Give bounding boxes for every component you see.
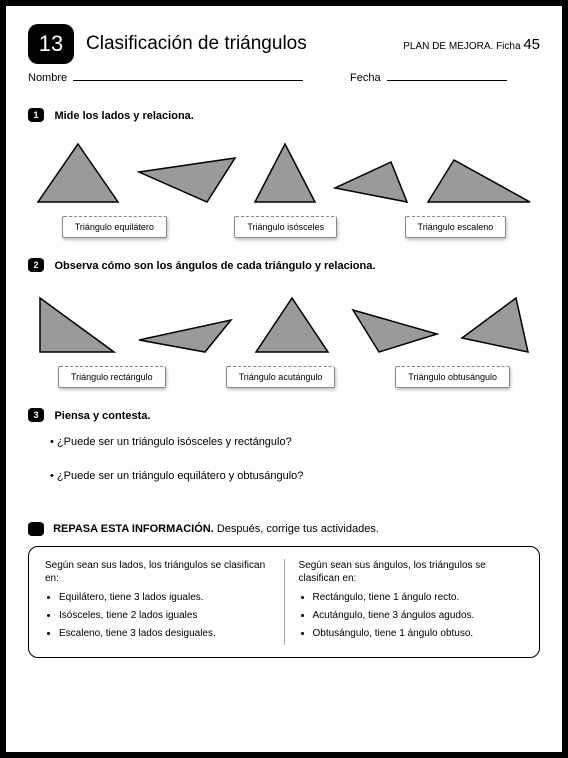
date-label: Fecha [350, 72, 381, 84]
triangle-icon [331, 158, 411, 206]
triangle-icon [424, 156, 534, 206]
question-2: 2 Observa cómo son los ángulos de cada t… [28, 256, 540, 388]
review-title: REPASA ESTA INFORMACIÓN. [53, 523, 214, 535]
info-left-intro: Según sean sus lados, los triángulos se … [45, 559, 270, 585]
triangle-icon [36, 294, 118, 356]
q3-header: 3 Piensa y contesta. [28, 406, 540, 424]
q3-sub2: • ¿Puede ser un triángulo equilátero y o… [50, 470, 540, 482]
question-3: 3 Piensa y contesta. • ¿Puede ser un tri… [28, 406, 540, 482]
info-right-list: Rectángulo, tiene 1 ángulo recto. Acutáng… [299, 591, 524, 640]
info-right: Según sean sus ángulos, los triángulos s… [285, 559, 524, 645]
triangle-icon [34, 140, 122, 206]
q2-badge: 2 [28, 258, 44, 272]
info-item: Obtusángulo, tiene 1 ángulo obtuso. [313, 627, 524, 640]
triangle-type-label: Triángulo rectángulo [58, 366, 166, 388]
worksheet-page: 13 Clasificación de triángulos PLAN DE M… [0, 0, 568, 758]
triangle-icon [135, 154, 239, 206]
plan-number: 45 [523, 36, 540, 53]
review-badge-icon [28, 522, 44, 536]
review-header: REPASA ESTA INFORMACIÓN. Después, corrig… [28, 522, 540, 536]
triangle-type-label: Triángulo equilátero [62, 216, 167, 238]
date-field: Fecha [350, 72, 540, 84]
info-item: Equilátero, tiene 3 lados iguales. [59, 591, 270, 604]
triangle-icon [135, 316, 235, 356]
triangle-type-label: Triángulo acutángulo [226, 366, 336, 388]
q1-triangles [28, 138, 540, 206]
info-item: Isósceles, tiene 2 lados iguales [59, 609, 270, 622]
page-title: Clasificación de triángulos [86, 33, 403, 55]
triangle-type-label: Triángulo obtusángulo [395, 366, 510, 388]
q1-header: 1 Mide los lados y relaciona. [28, 106, 540, 124]
lesson-number-badge: 13 [28, 24, 74, 64]
q3-sub2-text: ¿Puede ser un triángulo equilátero y obt… [57, 470, 303, 482]
triangle-icon [349, 306, 441, 356]
info-item: Escaleno, tiene 3 lados desiguales. [59, 627, 270, 640]
q2-text: Observa cómo son los ángulos de cada tri… [54, 260, 375, 272]
q3-sub1-text: ¿Puede ser un triángulo isósceles y rect… [57, 436, 292, 448]
info-left: Según sean sus lados, los triángulos se … [45, 559, 285, 645]
info-item: Acutángulo, tiene 3 ángulos agudos. [313, 609, 524, 622]
name-input-line[interactable] [73, 80, 303, 81]
q1-text: Mide los lados y relaciona. [54, 110, 193, 122]
q2-labels: Triángulo rectángulo Triángulo acutángulo… [28, 366, 540, 388]
fields-row: Nombre Fecha [28, 72, 540, 84]
plan-label: PLAN DE MEJORA. Ficha 45 [403, 36, 540, 53]
triangle-icon [252, 294, 332, 356]
info-right-intro: Según sean sus ángulos, los triángulos s… [299, 559, 524, 585]
q2-header: 2 Observa cómo son los ángulos de cada t… [28, 256, 540, 274]
info-item: Rectángulo, tiene 1 ángulo recto. [313, 591, 524, 604]
question-1: 1 Mide los lados y relaciona. Triángulo … [28, 106, 540, 238]
info-left-list: Equilátero, tiene 3 lados iguales. Isósce… [45, 591, 270, 640]
q1-badge: 1 [28, 108, 44, 122]
review-section: REPASA ESTA INFORMACIÓN. Después, corrig… [28, 522, 540, 658]
name-label: Nombre [28, 72, 67, 84]
date-input-line[interactable] [387, 80, 507, 81]
q3-badge: 3 [28, 408, 44, 422]
info-box: Según sean sus lados, los triángulos se … [28, 546, 540, 658]
review-subtitle: Después, corrige tus actividades. [214, 523, 379, 535]
header: 13 Clasificación de triángulos PLAN DE M… [28, 24, 540, 64]
q3-text: Piensa y contesta. [54, 410, 150, 422]
triangle-icon [458, 294, 532, 356]
q2-triangles [28, 288, 540, 356]
q3-sub1: • ¿Puede ser un triángulo isósceles y re… [50, 436, 540, 448]
triangle-icon [251, 140, 319, 206]
triangle-type-label: Triángulo escaleno [405, 216, 507, 238]
q1-labels: Triángulo equilátero Triángulo isósceles T… [28, 216, 540, 238]
triangle-type-label: Triángulo isósceles [234, 216, 337, 238]
plan-prefix: PLAN DE MEJORA. Ficha [403, 41, 520, 52]
name-field: Nombre [28, 72, 332, 84]
